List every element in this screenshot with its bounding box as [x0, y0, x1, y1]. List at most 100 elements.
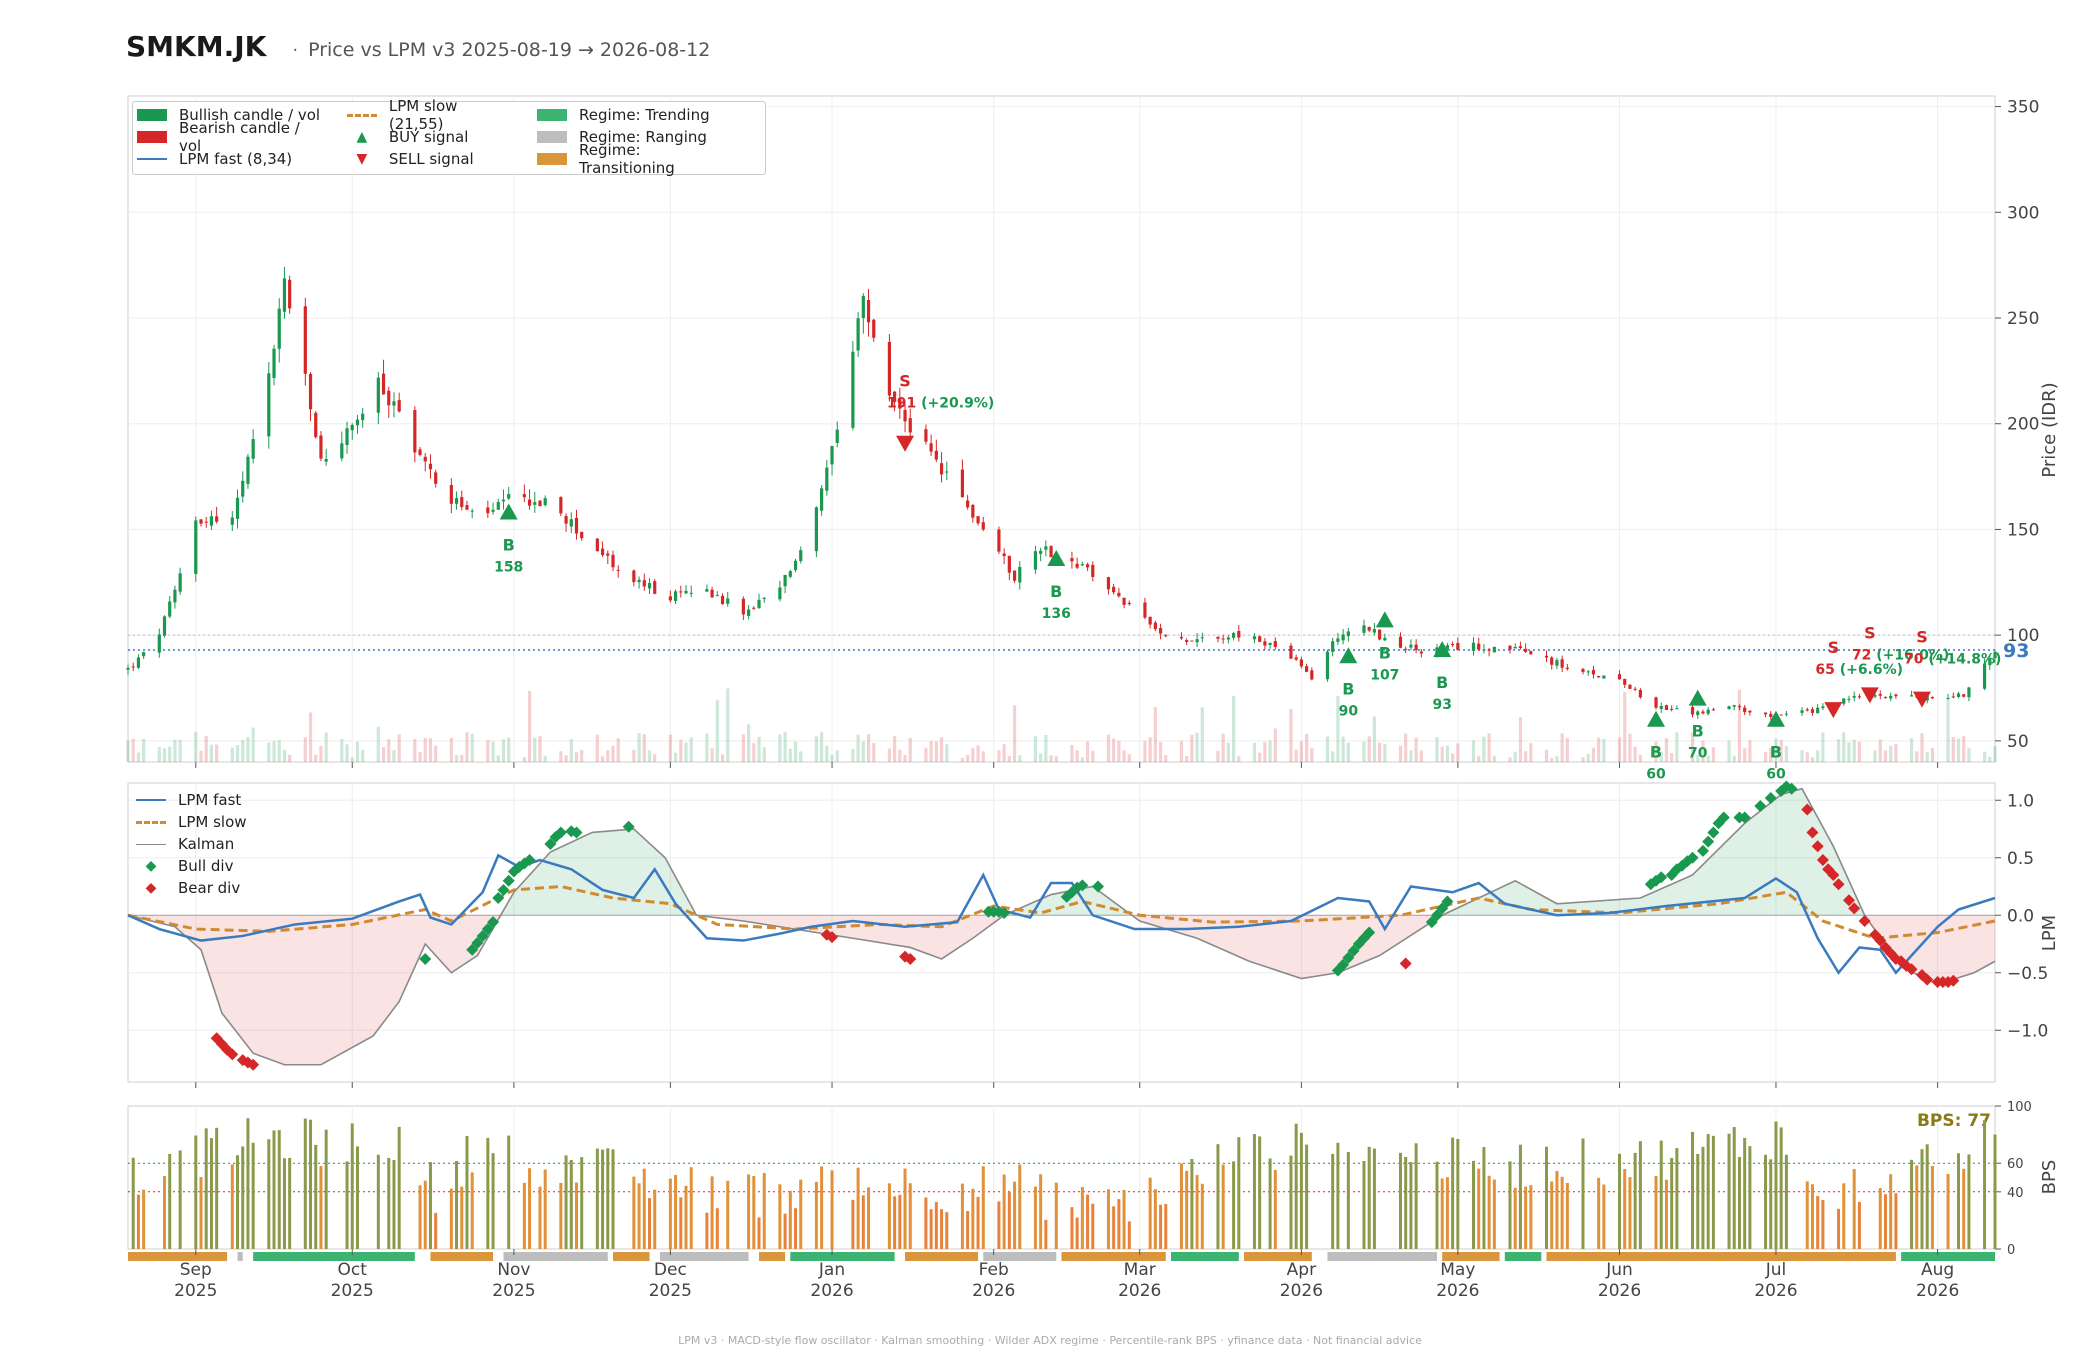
volume-bar: [1383, 743, 1387, 762]
lpm-ytick-label: −0.5: [2007, 964, 2048, 984]
volume-bar: [1732, 755, 1736, 762]
candle-body: [1106, 577, 1111, 590]
candle-body: [689, 592, 693, 594]
candle-body: [1591, 669, 1596, 675]
candle-body: [1492, 646, 1496, 653]
bull-div-marker: [476, 929, 489, 942]
lpm-legend: LPM fast LPM slow Kalman ◆ Bull div ◆ Bear…: [132, 787, 251, 901]
bps-bar: [934, 1202, 938, 1249]
bps-bar: [726, 1180, 730, 1249]
candle-body: [1226, 637, 1230, 640]
bps-bar: [1451, 1137, 1455, 1249]
bps-bar: [1013, 1181, 1017, 1249]
bps-bar: [705, 1212, 709, 1249]
sell-signal-label: S: [1828, 638, 1840, 657]
candle-body: [924, 429, 928, 442]
bps-bar: [288, 1157, 292, 1249]
volume-bar: [1925, 752, 1929, 762]
volume-bar: [1085, 741, 1090, 762]
candle-body: [319, 435, 323, 459]
volume-bar: [486, 740, 490, 762]
volume-bar: [194, 731, 198, 762]
volume-bar: [1044, 734, 1048, 762]
footer-note: LPM v3 · MACD-style flow oscillator · Ka…: [678, 1334, 1422, 1347]
bear-div-marker: [1947, 974, 1960, 987]
volume-bar: [887, 748, 892, 762]
candle-body: [1889, 695, 1893, 699]
candle-body: [1857, 696, 1862, 698]
volume-bar: [647, 750, 652, 762]
volume-bar: [507, 737, 511, 762]
bps-bar: [1555, 1170, 1559, 1249]
bps-bar: [1711, 1135, 1715, 1249]
bps-bar: [1821, 1199, 1825, 1249]
volume-bar: [1263, 741, 1267, 762]
bear-div-marker: [826, 931, 839, 944]
candle-body: [1039, 550, 1043, 554]
candle-body: [527, 499, 532, 506]
volume-bar: [303, 737, 307, 762]
bull-div-marker: [1441, 895, 1454, 908]
legend-lpm-fast: LPM fast: [178, 791, 242, 809]
bps-bar: [355, 1146, 359, 1249]
volume-bar: [1628, 733, 1632, 762]
bps-ylabel: BPS: [2039, 1160, 2060, 1195]
legend-sell: SELL signal: [388, 150, 474, 168]
candle-body: [710, 589, 714, 598]
candle-body: [574, 517, 579, 534]
bps-bar: [282, 1158, 286, 1249]
buy-signal-price: 70: [1688, 746, 1708, 762]
bps-bar: [272, 1130, 276, 1249]
volume-bar: [204, 735, 208, 762]
candle-body: [908, 418, 912, 433]
volume-bar: [752, 743, 756, 762]
x-tick-year: 2026: [1280, 1281, 1323, 1301]
volume-bar: [454, 755, 459, 762]
candle-body: [1513, 646, 1517, 649]
bps-bar: [1727, 1133, 1731, 1249]
bps-bar: [1232, 1161, 1236, 1249]
candle-body: [1075, 563, 1079, 568]
candle-body: [1951, 696, 1955, 698]
bps-bar: [1732, 1127, 1736, 1249]
bps-bar: [960, 1183, 964, 1249]
bear-div-marker: [1858, 915, 1871, 927]
bps-bar: [1445, 1177, 1449, 1249]
bps-bar: [1200, 1183, 1204, 1249]
sell-signal-return: (+16.0%): [1876, 647, 1949, 663]
volume-bar: [1962, 736, 1966, 762]
bps-bar: [1565, 1183, 1569, 1249]
volume-bar: [611, 745, 615, 762]
bps-bar: [940, 1209, 944, 1249]
candle-body: [1988, 658, 1992, 666]
volume-bar: [418, 752, 422, 762]
bps-bar: [893, 1196, 897, 1249]
volume-bar: [1372, 716, 1377, 762]
candle-body: [1341, 634, 1345, 641]
candle-body: [872, 319, 876, 338]
bps-bar: [1925, 1144, 1929, 1249]
candle-body: [1164, 635, 1168, 637]
volume-bar: [1164, 754, 1168, 762]
candle-body: [564, 516, 568, 524]
bps-bar: [1737, 1156, 1741, 1249]
candle-body: [1550, 657, 1554, 665]
volume-bar: [898, 749, 902, 762]
candle-body: [893, 391, 897, 403]
regime-segment: [1244, 1252, 1312, 1261]
bull-div-marker: [1076, 879, 1089, 892]
candle-body: [726, 598, 730, 604]
bps-bar: [1033, 1186, 1037, 1249]
buy-signal-marker: [1047, 550, 1066, 567]
bps-bar: [1889, 1174, 1893, 1249]
volume-bar: [1930, 747, 1935, 762]
bps-bar: [1691, 1131, 1695, 1249]
volume-bar: [340, 738, 344, 762]
bps-bar: [1362, 1160, 1366, 1249]
volume-bar: [1821, 732, 1825, 762]
bull-div-marker: [502, 874, 515, 887]
bps-bar: [1112, 1206, 1116, 1249]
bps-bar: [1268, 1158, 1272, 1249]
volume-bar: [1451, 753, 1455, 762]
bps-bar: [1018, 1164, 1022, 1249]
